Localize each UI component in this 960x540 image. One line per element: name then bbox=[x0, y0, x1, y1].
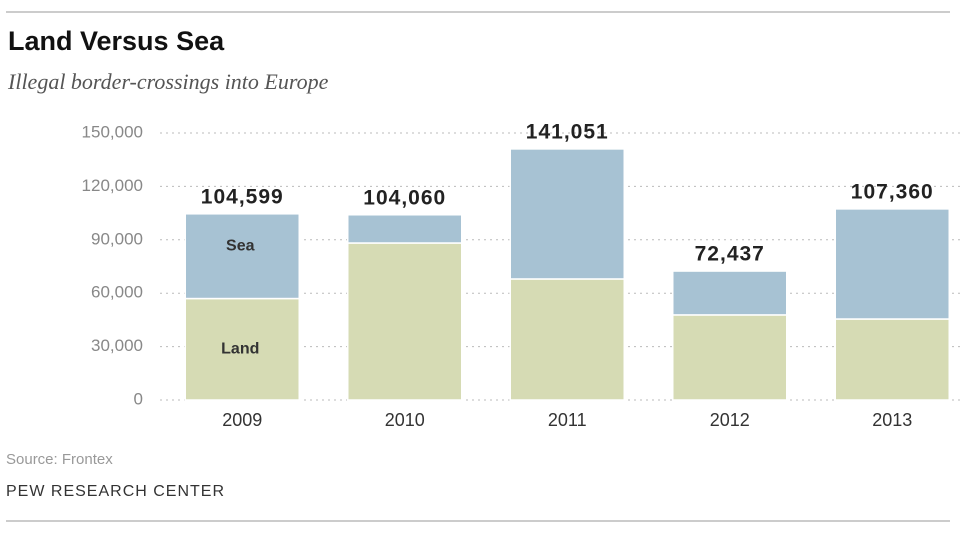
total-label: 107,360 bbox=[851, 180, 934, 203]
chart-title: Land Versus Sea bbox=[8, 26, 225, 56]
y-tick-label: 60,000 bbox=[91, 283, 143, 302]
y-tick-label: 0 bbox=[134, 389, 143, 408]
bar-segment bbox=[509, 278, 625, 401]
bar-segment bbox=[834, 318, 950, 401]
bar-segment bbox=[184, 213, 300, 300]
chart-subtitle: Illegal border-crossings into Europe bbox=[7, 69, 329, 94]
y-tick-label: 150,000 bbox=[82, 122, 143, 141]
bar-segment bbox=[184, 297, 300, 401]
x-tick-label: 2012 bbox=[710, 410, 750, 430]
total-label: 104,599 bbox=[201, 185, 284, 208]
legend-label: Land bbox=[221, 340, 259, 357]
source: Source: Frontex bbox=[6, 451, 113, 468]
x-tick-label: 2013 bbox=[872, 410, 912, 430]
total-label: 104,060 bbox=[363, 186, 446, 209]
y-tick-label: 120,000 bbox=[82, 176, 143, 195]
x-tick-label: 2011 bbox=[548, 410, 587, 430]
bar-segment bbox=[347, 214, 463, 244]
legend-label: Sea bbox=[226, 237, 255, 254]
total-label: 141,051 bbox=[526, 120, 609, 143]
total-label: 72,437 bbox=[695, 243, 765, 266]
y-tick-label: 90,000 bbox=[91, 229, 143, 248]
y-tick-label: 30,000 bbox=[91, 336, 143, 355]
bar-segment bbox=[509, 148, 625, 280]
x-tick-label: 2010 bbox=[385, 410, 425, 430]
bar-segment bbox=[834, 208, 950, 320]
credit: PEW RESEARCH CENTER bbox=[6, 483, 225, 500]
bar-segment bbox=[347, 242, 463, 401]
bar-segment bbox=[672, 270, 788, 316]
x-tick-label: 2009 bbox=[222, 410, 262, 430]
bar-segment bbox=[672, 314, 788, 401]
